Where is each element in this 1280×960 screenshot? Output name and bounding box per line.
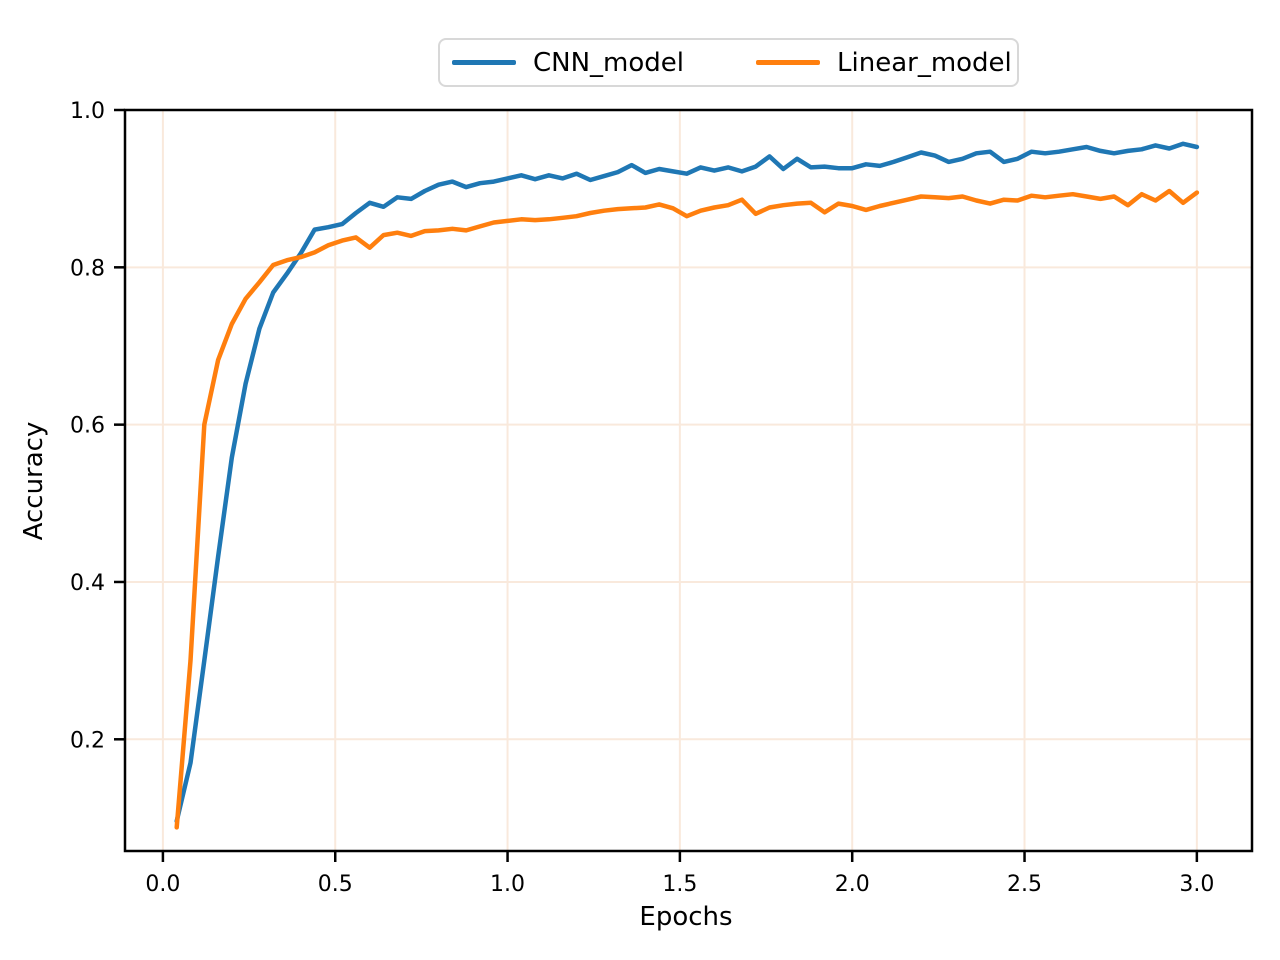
legend-item-cnn-model: CNN_model bbox=[452, 50, 684, 76]
plot-spines bbox=[123, 108, 1254, 853]
x-tick-label: 2.0 bbox=[835, 872, 870, 897]
x-tick-label: 0.5 bbox=[318, 872, 353, 897]
legend: CNN_model Linear_model bbox=[438, 38, 1019, 87]
legend-label-cnn-model: CNN_model bbox=[533, 47, 685, 78]
x-axis-label: Epochs bbox=[639, 902, 732, 932]
legend-label-linear-model: Linear_model bbox=[837, 47, 1012, 78]
y-axis-label: Accuracy bbox=[19, 422, 49, 541]
y-tick-label: 0.8 bbox=[70, 256, 105, 281]
x-tick-label: 3.0 bbox=[1179, 872, 1214, 897]
x-tick-label: 2.5 bbox=[1007, 872, 1042, 897]
x-tick-label: 0.0 bbox=[145, 872, 180, 897]
grid-layer bbox=[125, 109, 1252, 851]
y-tick-label: 1.0 bbox=[70, 99, 105, 124]
tick-layer: 0.0 0.5 1.0 1.5 2.0 2.5 3.0 0.2 0.4 0.6 0.8 1.0 bbox=[70, 99, 1214, 897]
series-layer bbox=[174, 141, 1200, 830]
x-tick-label: 1.0 bbox=[490, 872, 525, 897]
cnn-model-line-swatch bbox=[452, 60, 516, 65]
series-line-cnn_model bbox=[174, 141, 1200, 824]
y-tick-label: 0.4 bbox=[70, 571, 105, 596]
x-tick-label: 1.5 bbox=[662, 872, 697, 897]
y-tick-label: 0.6 bbox=[70, 414, 105, 439]
legend-item-linear-model: Linear_model bbox=[756, 50, 1012, 76]
series-line-linear_model bbox=[174, 188, 1200, 830]
linear-model-line-swatch bbox=[756, 60, 821, 65]
y-tick-label: 0.2 bbox=[70, 728, 105, 753]
